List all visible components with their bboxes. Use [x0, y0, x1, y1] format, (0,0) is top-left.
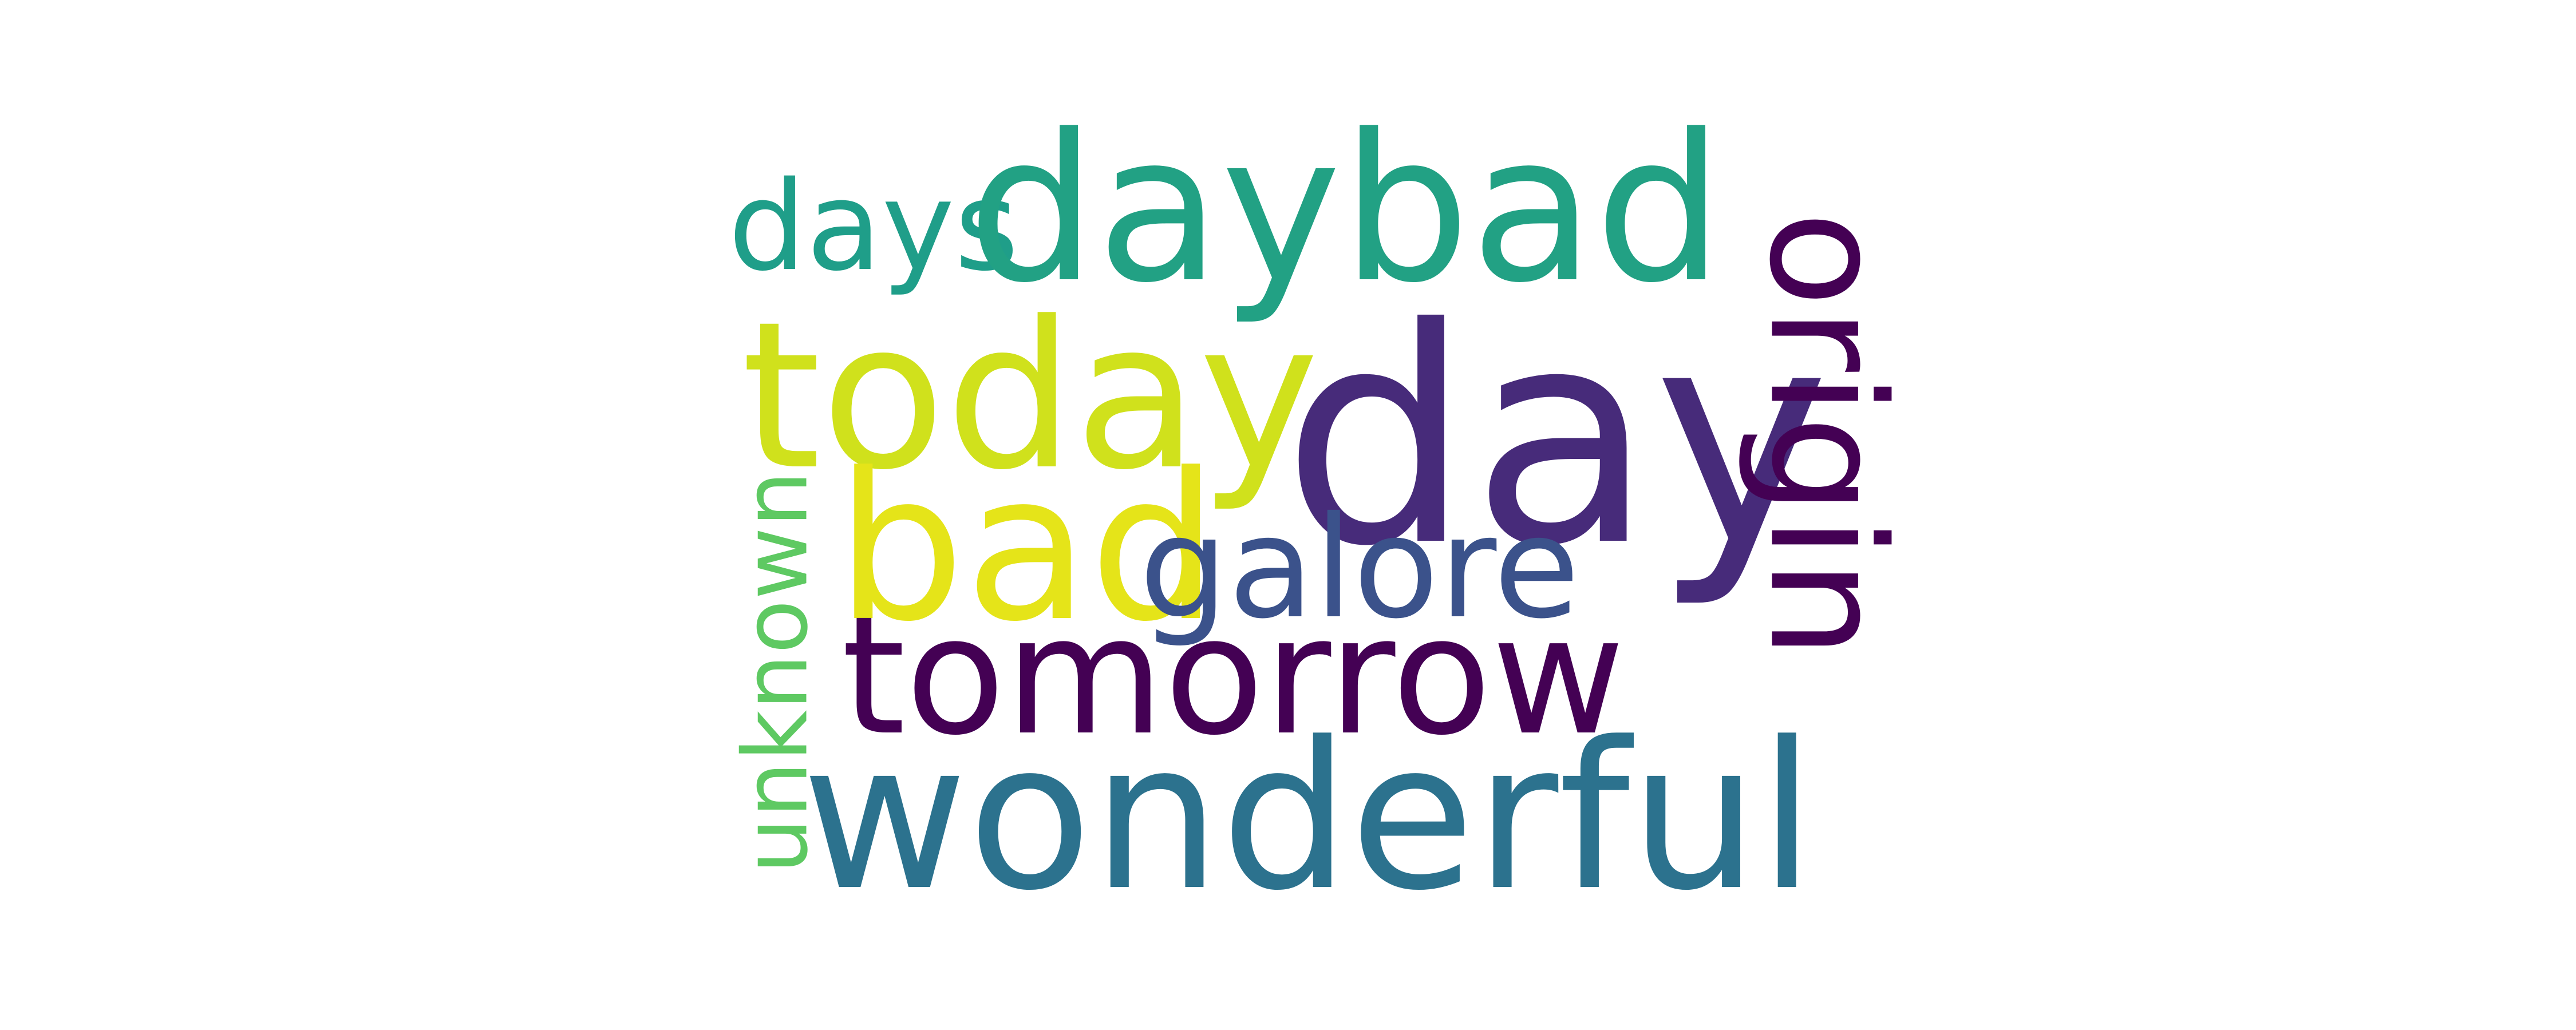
word-tomorrow: tomorrow [841, 581, 1625, 771]
word-today: today [741, 278, 1319, 514]
word-bad: bad [836, 429, 1219, 666]
word-unknown: unknown [724, 470, 828, 874]
word-days: days [728, 154, 1019, 298]
word-wonderful: wonderful [801, 698, 1815, 935]
word-day: day [1282, 264, 1830, 611]
word-origin: origin [1735, 211, 1918, 659]
word-galore: galore [1139, 486, 1580, 649]
word-daybad: daybad [967, 90, 1724, 327]
